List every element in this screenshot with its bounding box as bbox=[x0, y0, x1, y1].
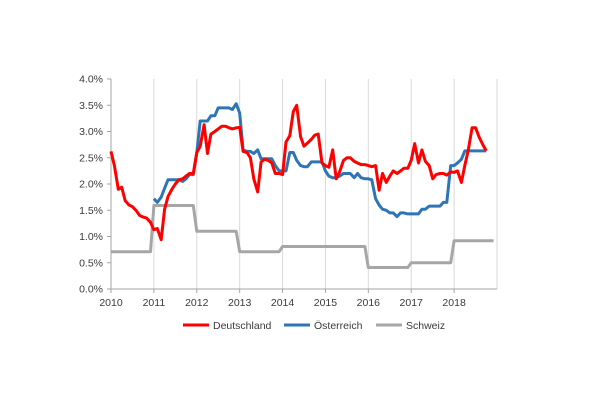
series-line-schweiz bbox=[111, 204, 494, 269]
y-tick-label: 4.0% bbox=[79, 74, 103, 86]
x-tick-label: 2017 bbox=[400, 297, 424, 309]
x-tick-label: 2011 bbox=[143, 297, 166, 309]
series-line-sterreich bbox=[152, 102, 487, 219]
x-tick-label: 2014 bbox=[271, 297, 295, 309]
legend-label: Österreich bbox=[314, 320, 363, 332]
y-tick-label: 0.0% bbox=[79, 284, 103, 296]
legend: Deutschland Österreich Schweiz bbox=[183, 320, 445, 332]
axes bbox=[107, 78, 497, 293]
y-tick-label: 1.0% bbox=[79, 231, 103, 243]
y-tick-label: 3.5% bbox=[79, 100, 103, 112]
x-tick-label: 2018 bbox=[442, 297, 466, 309]
legend-label: Schweiz bbox=[406, 320, 445, 332]
x-tick-label: 2016 bbox=[357, 297, 381, 309]
legend-label: Deutschland bbox=[213, 320, 272, 332]
series-lines bbox=[109, 102, 494, 269]
x-tick-label: 2012 bbox=[185, 297, 209, 309]
x-tick-label: 2010 bbox=[99, 297, 123, 309]
tick-labels: 0.0% 0.5% 1.0% 1.5% 2.0% 2.5% 3.0% 3.5% 4.0% 2010… bbox=[79, 74, 466, 310]
y-tick-label: 1.5% bbox=[79, 205, 103, 217]
y-tick-label: 3.0% bbox=[79, 126, 103, 138]
series-line-deutschland bbox=[109, 103, 488, 242]
x-tick-label: 2015 bbox=[314, 297, 338, 309]
y-tick-label: 2.0% bbox=[79, 179, 103, 191]
x-tick-label: 2013 bbox=[228, 297, 252, 309]
y-tick-label: 2.5% bbox=[79, 152, 103, 164]
y-tick-label: 0.5% bbox=[79, 257, 103, 269]
